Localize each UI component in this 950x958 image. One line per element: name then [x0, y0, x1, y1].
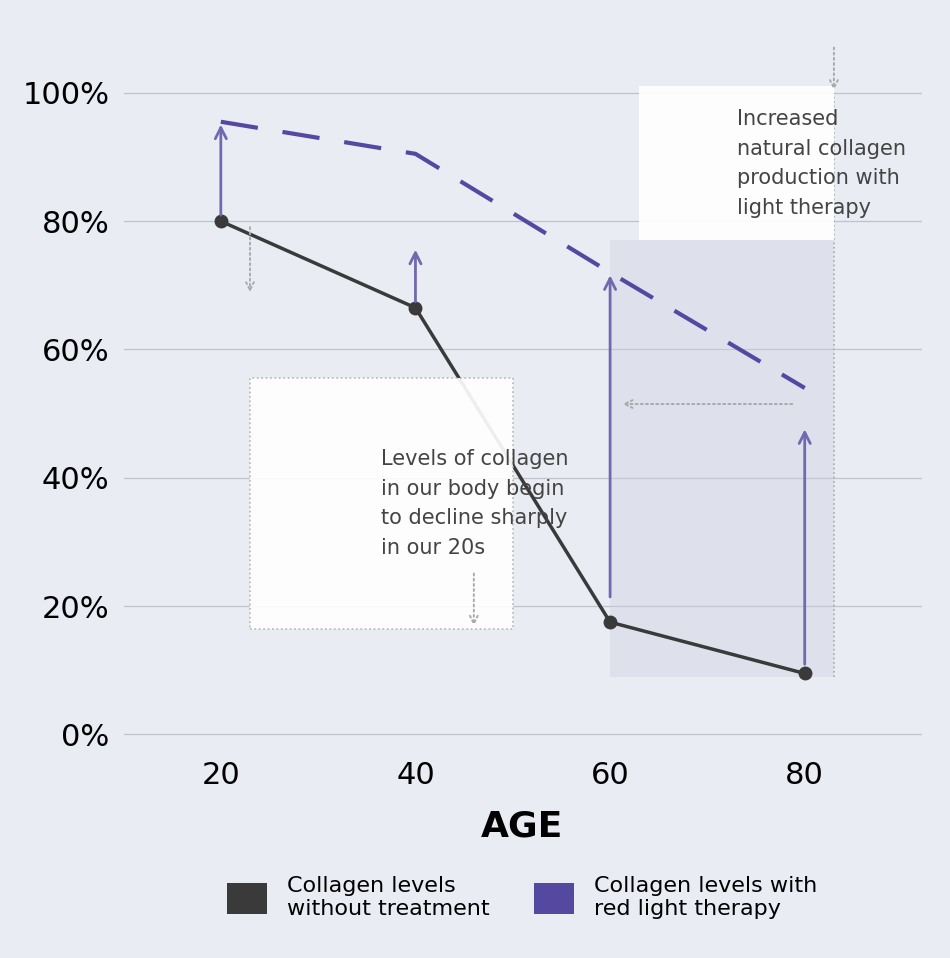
Polygon shape: [610, 240, 834, 676]
FancyBboxPatch shape: [639, 86, 834, 240]
Text: Levels of collagen
in our body begin
to decline sharply
in our 20s: Levels of collagen in our body begin to …: [381, 449, 569, 558]
Text: Increased
natural collagen
production with
light therapy: Increased natural collagen production wi…: [736, 109, 905, 217]
X-axis label: AGE: AGE: [482, 810, 563, 844]
FancyBboxPatch shape: [250, 378, 513, 628]
Legend: Collagen levels
without treatment, Collagen levels with
red light therapy: Collagen levels without treatment, Colla…: [227, 877, 818, 920]
